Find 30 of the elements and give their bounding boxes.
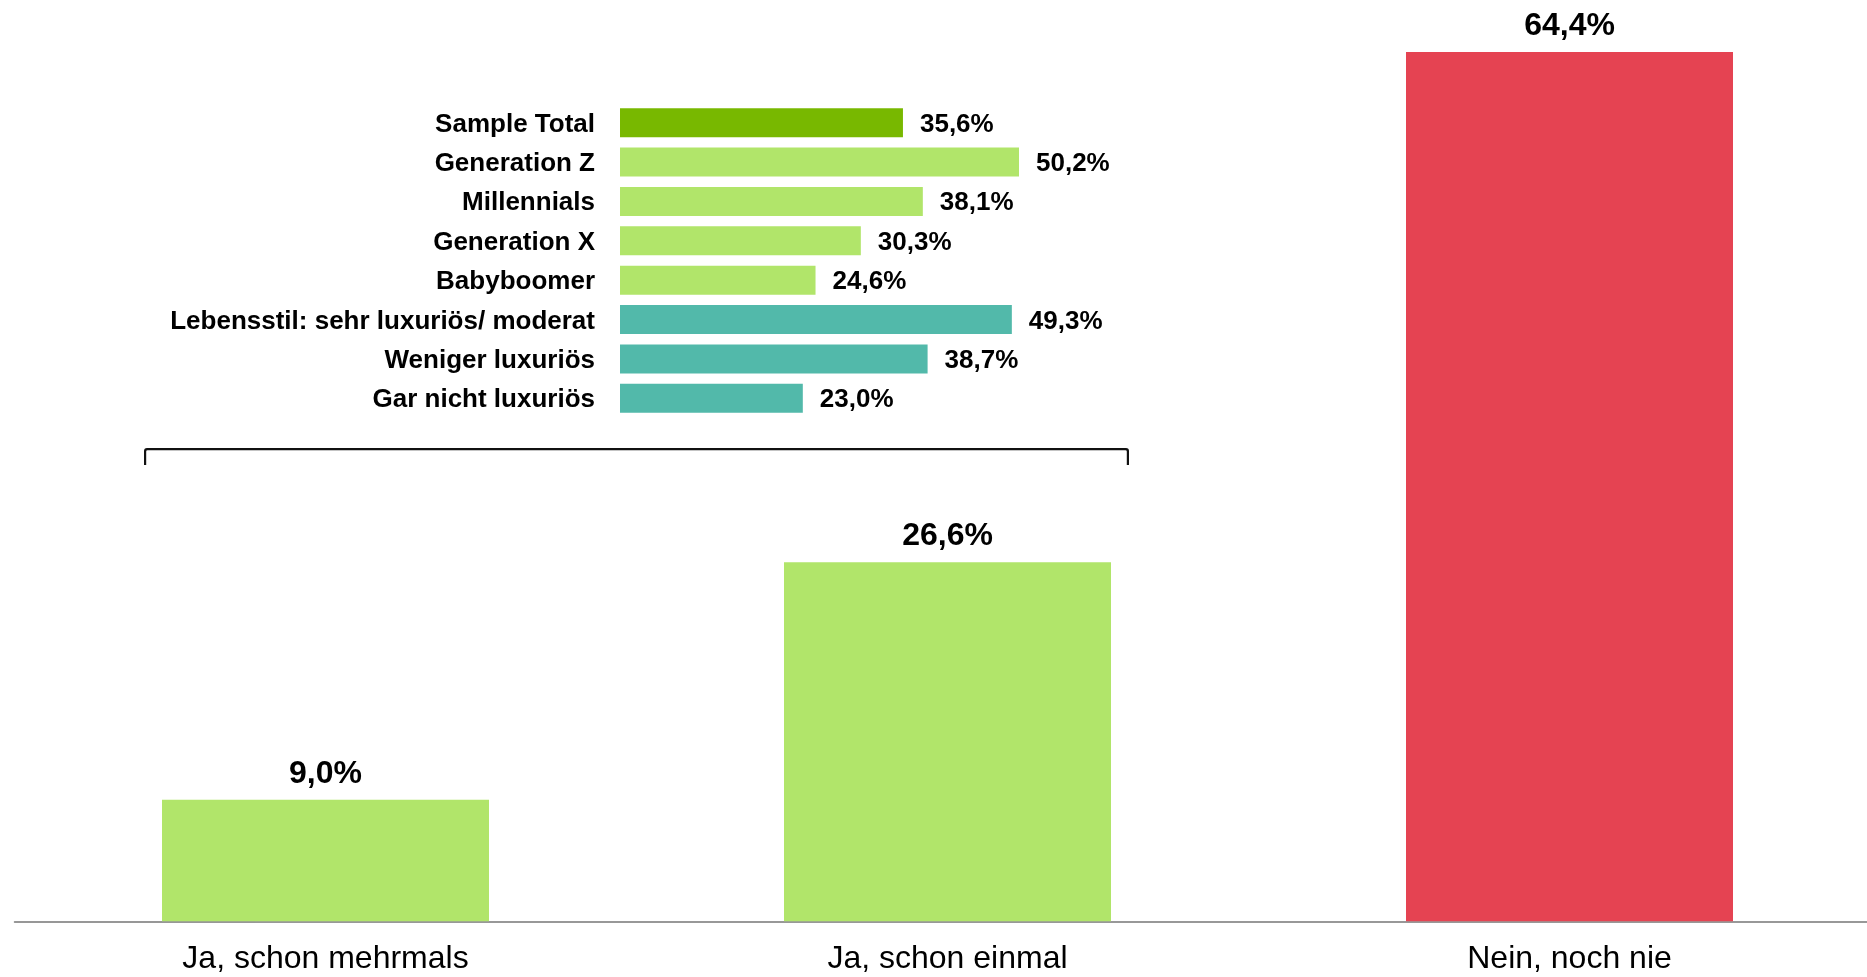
bar xyxy=(620,108,903,138)
x-tick-label: Ja, schon einmal xyxy=(827,939,1068,976)
bar xyxy=(620,147,1019,177)
bar xyxy=(620,305,1012,335)
data-label: 49,3% xyxy=(1028,304,1103,335)
y-tick-label: Sample Total xyxy=(435,107,595,138)
x-tick-label: Ja, schon mehrmals xyxy=(182,939,469,976)
y-tick-label: Weniger luxuriös xyxy=(384,343,595,374)
y-tick-label: Lebensstil: sehr luxuriös/ moderat xyxy=(170,304,596,335)
bar xyxy=(620,186,923,216)
y-tick-label: Generation X xyxy=(433,225,596,256)
data-label: 23,0% xyxy=(819,383,894,414)
data-label: 38,1% xyxy=(939,186,1014,217)
y-tick-label: Gar nicht luxuriös xyxy=(372,383,595,414)
bar xyxy=(620,265,816,295)
bar xyxy=(620,226,861,256)
bar xyxy=(620,344,928,374)
data-label: 38,7% xyxy=(944,343,1019,374)
x-tick-label: Nein, noch nie xyxy=(1467,939,1672,976)
data-label: 35,6% xyxy=(919,107,994,138)
bar xyxy=(620,383,803,413)
data-label: 24,6% xyxy=(832,265,907,296)
data-label: 9,0% xyxy=(289,753,362,790)
data-label: 64,4% xyxy=(1524,6,1615,42)
y-tick-label: Millennials xyxy=(462,186,595,217)
y-tick-label: Generation Z xyxy=(434,147,596,178)
data-label: 26,6% xyxy=(902,516,993,553)
data-label: 50,2% xyxy=(1036,147,1110,178)
data-label: 30,3% xyxy=(877,225,952,256)
y-tick-label: Babyboomer xyxy=(436,265,595,296)
